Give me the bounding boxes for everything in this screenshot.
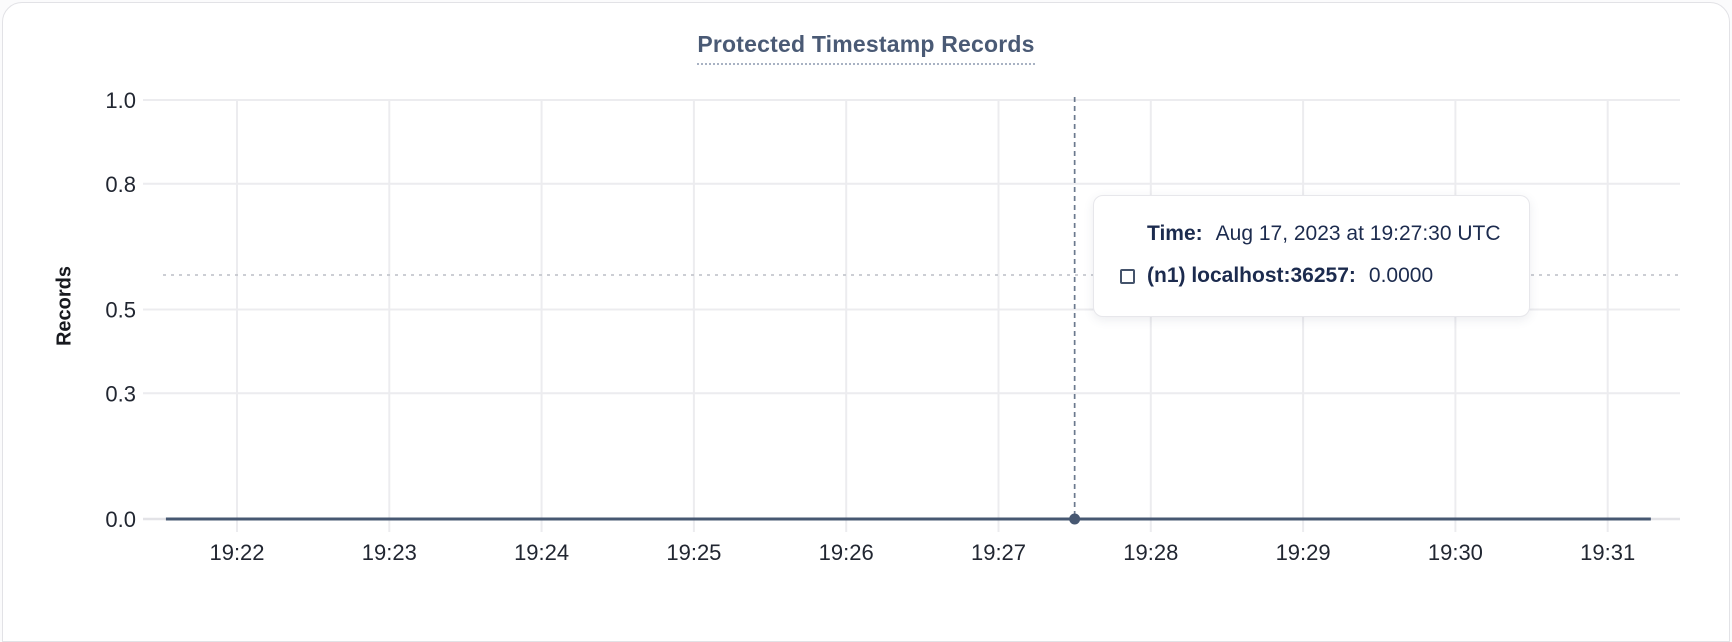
tooltip-icon-cell (1120, 268, 1137, 284)
chart-title[interactable]: Protected Timestamp Records (697, 31, 1035, 65)
tooltip-time-label: Time: (1147, 222, 1203, 245)
checkbox-outline-icon (1120, 268, 1135, 284)
x-tick-label: 19:30 (1428, 540, 1483, 565)
chart-title-row: Protected Timestamp Records (3, 31, 1729, 65)
x-tick-label: 19:22 (209, 540, 264, 565)
x-tick-label: 19:31 (1580, 540, 1635, 565)
y-tick-label: 1.0 (105, 88, 136, 113)
hover-tooltip: Time: Aug 17, 2023 at 19:27:30 UTC (n1) … (1093, 195, 1530, 317)
tooltip-series-row: (n1) localhost:36257: 0.0000 (1120, 260, 1499, 292)
tooltip-time-row: Time: Aug 17, 2023 at 19:27:30 UTC (1120, 218, 1501, 250)
tooltip-series-value: 0.0000 (1368, 264, 1434, 287)
x-tick-label: 19:29 (1276, 540, 1331, 565)
x-tick-label: 19:24 (514, 540, 569, 565)
y-tick-label: 0.0 (105, 507, 136, 532)
x-tick-label: 19:23 (362, 540, 417, 565)
line-chart-canvas[interactable]: 0.0 0.3 0.5 0.8 1.0 19:22 19:23 19:24 19:25 19:26… (3, 3, 1732, 631)
x-tick-label: 19:26 (819, 540, 874, 565)
y-tick-label: 0.8 (105, 172, 136, 197)
hover-data-point (1069, 513, 1081, 525)
x-tick-label: 19:25 (666, 540, 721, 565)
tooltip-series-label: (n1) localhost:36257: (1147, 264, 1356, 287)
y-tick-label: 0.3 (105, 381, 136, 406)
x-tick-label: 19:28 (1123, 540, 1178, 565)
y-tick-label: 0.5 (105, 298, 136, 323)
x-tick-label: 19:27 (971, 540, 1026, 565)
tooltip-time-value: Aug 17, 2023 at 19:27:30 UTC (1215, 222, 1501, 245)
